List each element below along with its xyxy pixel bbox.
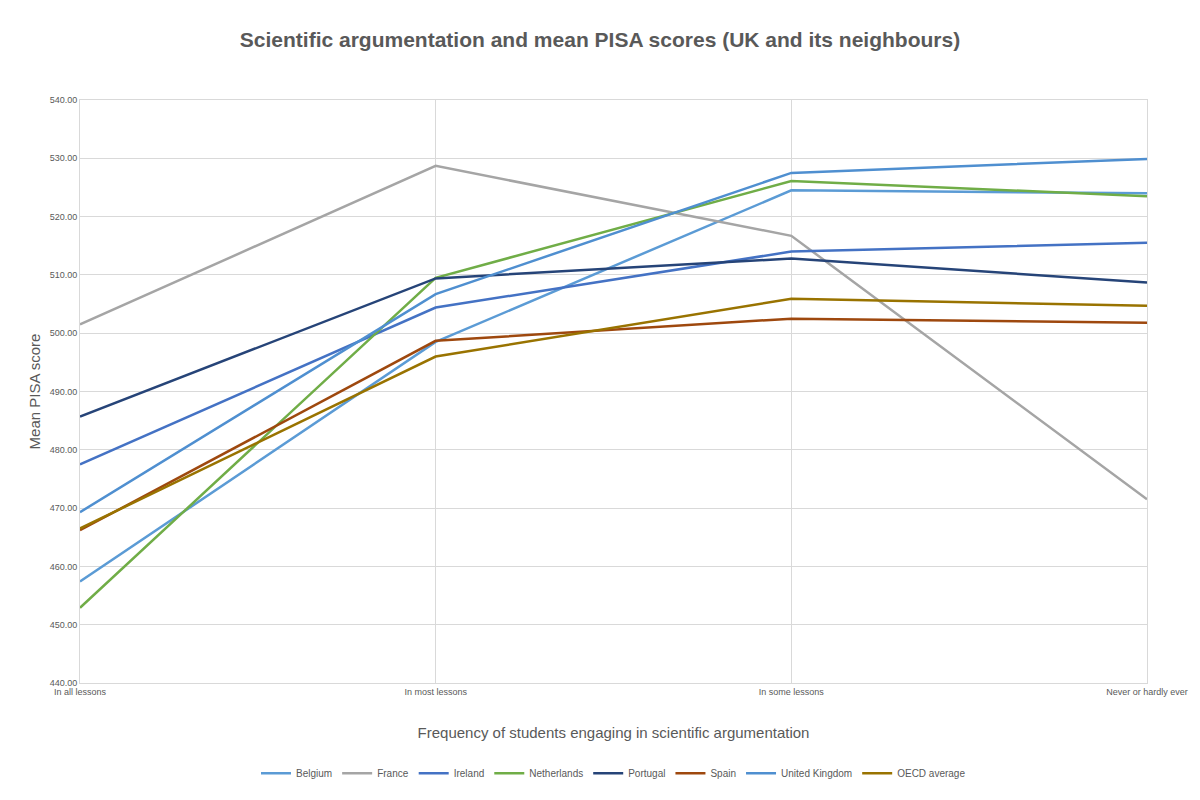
svg-text:470.00: 470.00 [50,503,78,513]
svg-text:520.00: 520.00 [50,212,78,222]
svg-text:France: France [377,768,409,779]
svg-text:Belgium: Belgium [296,768,332,779]
svg-text:In some lessons: In some lessons [759,687,825,697]
svg-text:United Kingdom: United Kingdom [781,768,852,779]
svg-text:In most lessons: In most lessons [404,687,467,697]
svg-text:OECD average: OECD average [897,768,965,779]
svg-text:Spain: Spain [710,768,736,779]
svg-text:510.00: 510.00 [50,270,78,280]
svg-text:Scientific argumentation and m: Scientific argumentation and mean PISA s… [240,28,960,51]
svg-text:530.00: 530.00 [50,153,78,163]
svg-text:480.00: 480.00 [50,445,78,455]
svg-text:Frequency of students engaging: Frequency of students engaging in scient… [418,724,810,741]
svg-text:490.00: 490.00 [50,387,78,397]
svg-text:Portugal: Portugal [628,768,665,779]
svg-text:Ireland: Ireland [454,768,485,779]
svg-text:440.00: 440.00 [50,678,78,688]
svg-text:Mean PISA score: Mean PISA score [26,334,43,450]
svg-text:500.00: 500.00 [50,328,78,338]
svg-text:450.00: 450.00 [50,620,78,630]
svg-text:Netherlands: Netherlands [529,768,583,779]
svg-text:540.00: 540.00 [50,95,78,105]
svg-text:Never or hardly ever: Never or hardly ever [1106,687,1188,697]
svg-text:460.00: 460.00 [50,562,78,572]
svg-text:In all lessons: In all lessons [54,687,107,697]
